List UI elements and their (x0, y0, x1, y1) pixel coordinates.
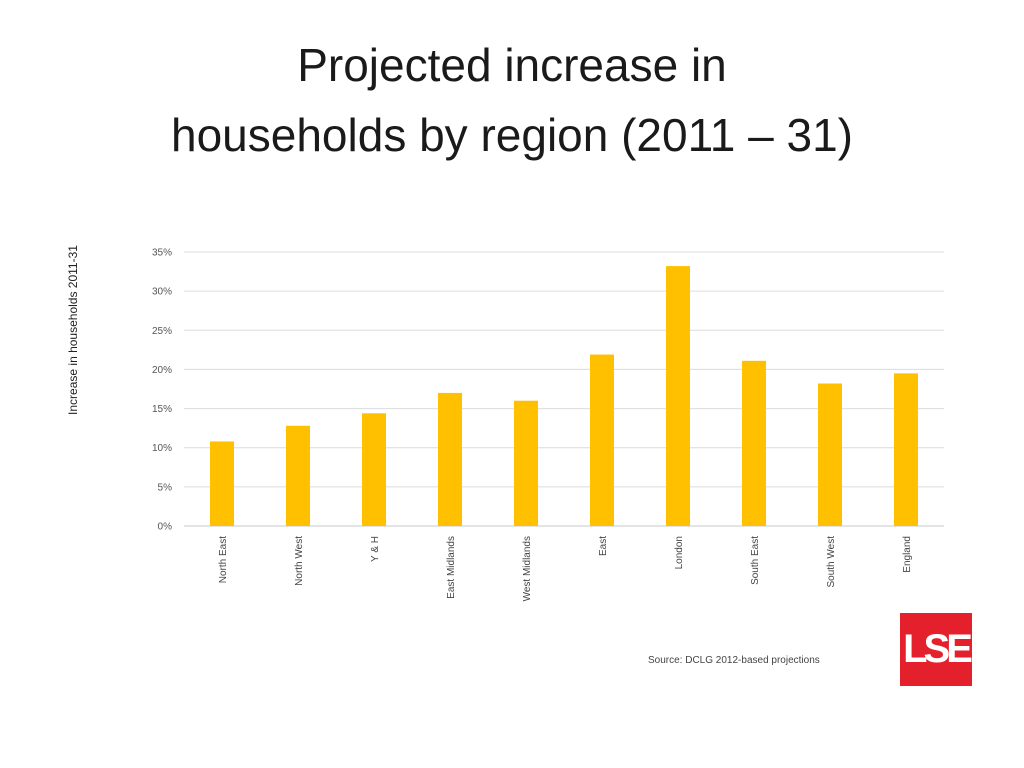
y-tick-label: 0% (158, 522, 173, 533)
bar (210, 441, 234, 526)
x-tick-label: London (674, 536, 685, 569)
x-tick-label: West Midlands (522, 536, 533, 601)
x-tick-label: East (598, 536, 609, 556)
y-tick-label: 25% (152, 326, 172, 337)
bar (362, 413, 386, 526)
bar (590, 354, 614, 526)
x-tick-label: East Midlands (446, 536, 457, 599)
slide-title-line2: households by region (2011 – 31) (171, 109, 853, 161)
bar (286, 425, 310, 526)
bar (666, 266, 690, 526)
y-tick-label: 10% (152, 443, 172, 454)
bar (742, 360, 766, 526)
slide-title: Projected increase in households by regi… (0, 30, 1024, 170)
y-tick-label: 15% (152, 404, 172, 415)
y-tick-label: 30% (152, 287, 172, 298)
y-tick-label: 20% (152, 365, 172, 376)
x-tick-label: Y & H (370, 536, 381, 562)
slide-title-line1: Projected increase in (297, 39, 727, 91)
x-tick-label: North West (294, 536, 305, 586)
y-tick-label: 5% (158, 482, 173, 493)
bar (438, 392, 462, 526)
x-tick-label: North East (218, 536, 229, 583)
bar-chart: 0% 5% 10% 15% 20% 25% 30% 35% North East North We… (152, 248, 944, 601)
x-tick-label: England (902, 536, 913, 573)
y-tick-label: 35% (152, 248, 172, 259)
x-tick-label: South East (750, 536, 761, 585)
source-note: Source: DCLG 2012-based projections (648, 655, 820, 666)
x-tick-label: South West (826, 536, 837, 588)
bar (894, 373, 918, 526)
bar (818, 383, 842, 526)
lse-logo: LSE (900, 613, 973, 686)
bar (514, 400, 538, 526)
